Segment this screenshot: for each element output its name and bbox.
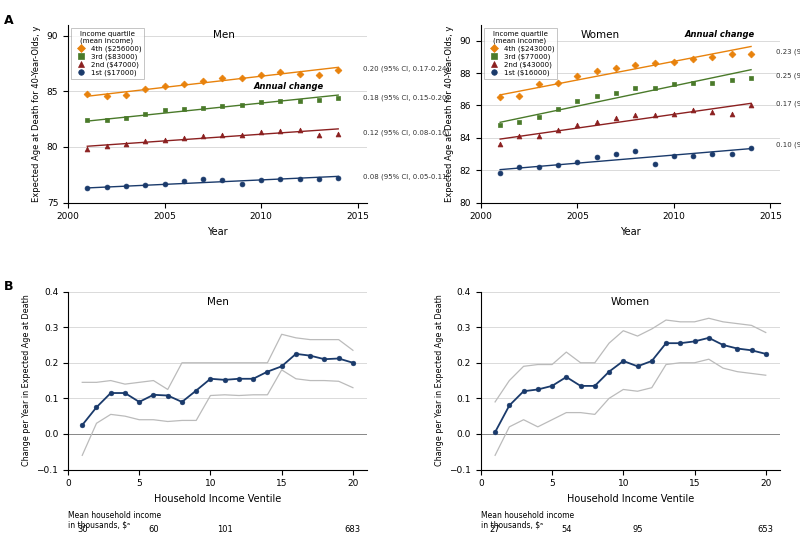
X-axis label: Year: Year — [620, 227, 641, 237]
Text: 0.17 (95% CI, 0.13-0.20): 0.17 (95% CI, 0.13-0.20) — [776, 100, 800, 107]
X-axis label: Household Income Ventile: Household Income Ventile — [154, 494, 282, 504]
Text: Men: Men — [206, 297, 229, 307]
Y-axis label: Change per Year in Expected Age at Death: Change per Year in Expected Age at Death — [22, 295, 31, 466]
Text: 0.08 (95% CI, 0.05-0.11): 0.08 (95% CI, 0.05-0.11) — [363, 174, 450, 180]
Text: Women: Women — [611, 297, 650, 307]
Text: 60: 60 — [148, 525, 158, 534]
Text: Annual change: Annual change — [254, 81, 324, 91]
Text: Mean household income
in thousands, $ᵃ: Mean household income in thousands, $ᵃ — [481, 511, 574, 530]
Text: 0.20 (95% CI, 0.17-0.24): 0.20 (95% CI, 0.17-0.24) — [363, 66, 450, 72]
Y-axis label: Expected Age at Death for 40-Year-Olds, y: Expected Age at Death for 40-Year-Olds, … — [32, 25, 42, 202]
Text: 30: 30 — [77, 525, 87, 534]
Text: 101: 101 — [217, 525, 233, 534]
Text: 0.25 (95% CI, 0.22-0.28): 0.25 (95% CI, 0.22-0.28) — [776, 72, 800, 79]
Text: 27: 27 — [490, 525, 500, 534]
Text: Men: Men — [213, 30, 234, 40]
X-axis label: Household Income Ventile: Household Income Ventile — [566, 494, 694, 504]
Text: 683: 683 — [345, 525, 361, 534]
Text: Annual change: Annual change — [684, 30, 754, 39]
Text: B: B — [4, 280, 14, 293]
Legend: 4th ($243000), 3rd ($77000), 2nd ($43000), 1st ($16000): 4th ($243000), 3rd ($77000), 2nd ($43000… — [484, 28, 557, 79]
Y-axis label: Change per Year in Expected Age at Death: Change per Year in Expected Age at Death — [434, 295, 444, 466]
Text: 54: 54 — [561, 525, 571, 534]
Text: Women: Women — [581, 30, 620, 40]
Text: 95: 95 — [632, 525, 642, 534]
Legend: 4th ($256000), 3rd ($83000), 2nd ($47000), 1st ($17000): 4th ($256000), 3rd ($83000), 2nd ($47000… — [71, 28, 144, 79]
Text: 0.23 (95% CI, 0.20-0.25): 0.23 (95% CI, 0.20-0.25) — [776, 48, 800, 55]
Y-axis label: Expected Age at Death for 40-Year-Olds, y: Expected Age at Death for 40-Year-Olds, … — [445, 25, 454, 202]
Text: A: A — [4, 14, 14, 27]
Text: Mean household income
in thousands, $ᵃ: Mean household income in thousands, $ᵃ — [68, 511, 161, 530]
Text: 0.18 (95% CI, 0.15-0.20): 0.18 (95% CI, 0.15-0.20) — [363, 94, 450, 100]
Text: 0.10 (95% CI, 0.06-0.13): 0.10 (95% CI, 0.06-0.13) — [776, 142, 800, 149]
Text: 0.12 (95% CI, 0.08-0.16): 0.12 (95% CI, 0.08-0.16) — [363, 130, 450, 136]
Text: 653: 653 — [758, 525, 774, 534]
X-axis label: Year: Year — [207, 227, 228, 237]
